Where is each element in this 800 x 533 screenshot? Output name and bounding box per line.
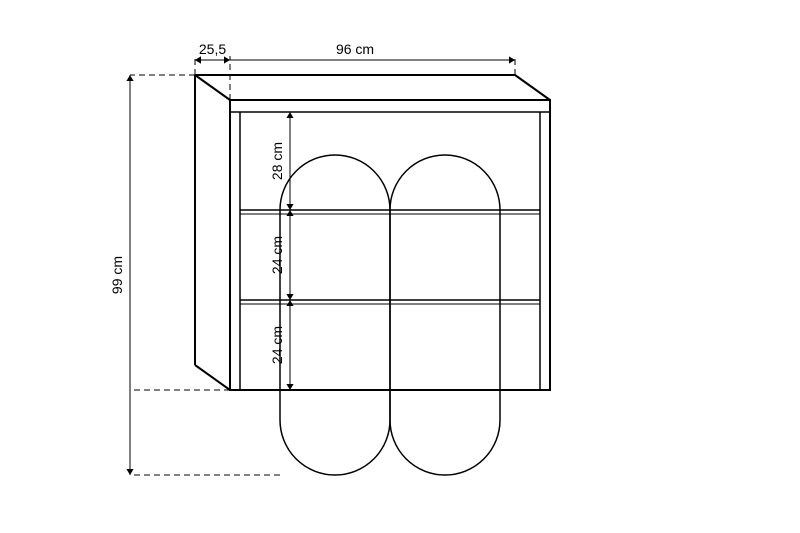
arch-right [390, 155, 500, 475]
arrowhead [286, 210, 293, 216]
arch-left [280, 155, 390, 475]
depth-edge-bottom-left [195, 365, 230, 390]
dim-depth-label: 25,5 [199, 41, 226, 57]
arrowhead [286, 204, 293, 210]
arrowhead [195, 56, 201, 63]
arrowhead [286, 112, 293, 118]
depth-edge-top-left [195, 75, 230, 100]
depth-edge-top-right [515, 75, 550, 100]
dim-height-label: 99 cm [109, 256, 125, 294]
arrowhead [509, 56, 515, 63]
arrowhead [224, 56, 230, 63]
arrowhead [126, 469, 133, 475]
arrowhead [126, 75, 133, 81]
arrowhead [286, 294, 293, 300]
dim-inner-mid-label: 24 cm [269, 236, 285, 274]
dim-inner-bot-label: 24 cm [269, 326, 285, 364]
dim-width-label: 96 cm [336, 41, 374, 57]
dim-inner-top-label: 28 cm [269, 142, 285, 180]
arrowhead [286, 300, 293, 306]
